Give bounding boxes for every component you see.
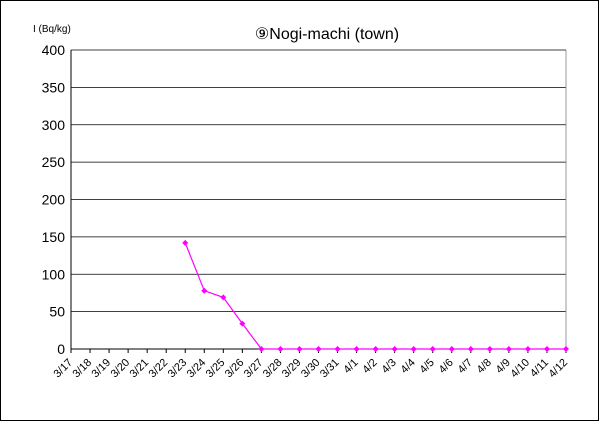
data-point xyxy=(353,346,360,352)
data-point xyxy=(239,320,246,327)
x-tick-label: 4/2 xyxy=(360,357,379,376)
chart-title: ⑨Nogi-machi (town) xyxy=(255,26,399,43)
series-layer xyxy=(182,239,569,352)
x-tick-label: 3/22 xyxy=(147,357,171,381)
x-tick-label: 3/27 xyxy=(242,357,266,381)
x-tick-label: 3/28 xyxy=(261,357,285,381)
data-point xyxy=(277,346,284,352)
data-point xyxy=(182,239,189,246)
x-tick-label: 4/5 xyxy=(418,357,437,376)
data-point xyxy=(258,346,265,352)
data-point xyxy=(296,346,303,352)
x-tick-label: 3/30 xyxy=(299,357,323,381)
x-tick-label: 3/17 xyxy=(51,357,75,381)
x-tick-label: 4/6 xyxy=(437,357,456,376)
y-tick-label: 400 xyxy=(42,42,66,58)
axes xyxy=(70,50,567,353)
data-point xyxy=(467,346,474,352)
x-tick-label: 4/1 xyxy=(341,357,360,376)
x-tick-label: 3/25 xyxy=(204,357,228,381)
series-line xyxy=(184,242,566,350)
data-point xyxy=(524,346,531,352)
data-point xyxy=(448,346,455,352)
x-tick-label: 3/19 xyxy=(90,357,114,381)
x-tick-label: 4/3 xyxy=(379,357,398,376)
gridlines xyxy=(71,49,566,313)
y-tick-label: 250 xyxy=(42,154,66,170)
data-point xyxy=(543,346,550,352)
data-point xyxy=(505,346,512,352)
data-point xyxy=(410,346,417,352)
data-point xyxy=(391,346,398,352)
x-tick-label: 3/20 xyxy=(109,357,133,381)
data-point xyxy=(563,346,569,352)
y-axis-label: I (Bq/kg) xyxy=(33,24,71,35)
x-tick-label: 4/10 xyxy=(508,357,532,381)
y-tick-labels: 0 50 100 150 200 250 300 350 400 xyxy=(42,42,66,357)
x-tick-label: 4/4 xyxy=(399,357,418,376)
data-point xyxy=(429,346,436,352)
y-tick-label: 200 xyxy=(42,192,66,208)
data-point xyxy=(315,346,322,352)
y-tick-label: 350 xyxy=(42,79,66,95)
x-tick-label: 3/29 xyxy=(280,357,304,381)
data-point xyxy=(220,294,227,301)
y-tick-label: 300 xyxy=(42,117,66,133)
x-tick-label: 3/18 xyxy=(71,357,95,381)
x-tick-label: 3/21 xyxy=(128,357,152,381)
data-point xyxy=(334,346,341,352)
data-point xyxy=(486,346,493,352)
data-point xyxy=(372,346,379,352)
y-tick-label: 150 xyxy=(42,229,66,245)
x-tick-labels: 3/173/183/193/203/213/223/233/243/253/26… xyxy=(51,357,570,381)
y-tick-label: 0 xyxy=(57,341,65,357)
x-tick-label: 3/23 xyxy=(166,357,190,381)
x-tick-label: 3/26 xyxy=(223,357,247,381)
x-tick-label: 4/11 xyxy=(528,357,551,380)
x-tick-label: 3/31 xyxy=(318,357,342,381)
x-tick-label: 4/8 xyxy=(475,357,494,376)
x-tick-label: 4/12 xyxy=(546,357,570,381)
x-tick-label: 3/24 xyxy=(185,357,209,381)
x-tick-label: 4/7 xyxy=(456,357,475,376)
data-point xyxy=(201,287,208,294)
y-tick-label: 100 xyxy=(42,266,66,282)
y-tick-label: 50 xyxy=(49,304,65,320)
